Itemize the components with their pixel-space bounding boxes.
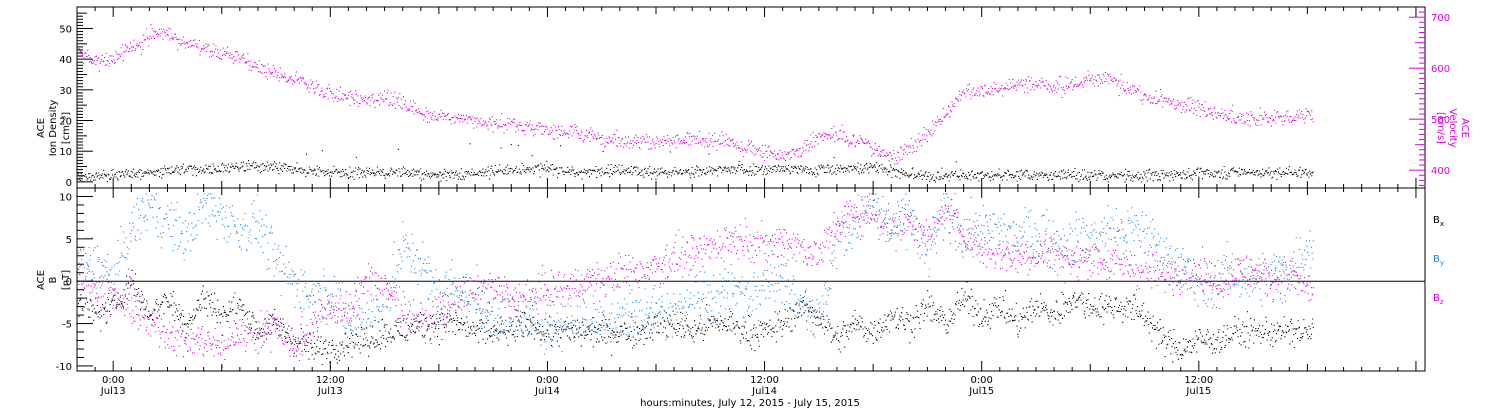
field-axis-ticks: -10 -5 0 5 10 bbox=[56, 192, 93, 373]
day-tick-label: Jul14 bbox=[751, 386, 777, 397]
time-tick-label: 12:00 bbox=[316, 375, 345, 386]
time-tick-label: 0:00 bbox=[970, 375, 992, 386]
field-axis-label-1: ACE bbox=[36, 270, 47, 290]
density-axis-label-2: Ion Density bbox=[48, 100, 59, 157]
density-tick-label: 50 bbox=[59, 24, 72, 35]
field-points-bz bbox=[77, 196, 1314, 368]
time-tick-label: 0:00 bbox=[102, 375, 124, 386]
day-tick-label: Jul13 bbox=[100, 386, 126, 397]
time-axis: 0:00Jul1312:00Jul130:00Jul1412:00Jul140:… bbox=[76, 7, 1417, 397]
field-axis-label-3: [nT] bbox=[61, 270, 72, 290]
velocity-tick-label: 400 bbox=[1431, 166, 1450, 177]
field-tick-label: -10 bbox=[56, 362, 72, 373]
density-axis-label-1: ACE bbox=[36, 118, 47, 138]
density-axis-label-3: [cm⁻³] bbox=[61, 112, 72, 144]
velocity-axis-label-1: ACE bbox=[1459, 118, 1470, 138]
field-points-by bbox=[77, 193, 1314, 355]
velocity-points bbox=[77, 24, 1314, 165]
velocity-axis-ticks: 400 500 600 700 bbox=[1409, 11, 1450, 186]
time-tick-label: 12:00 bbox=[750, 375, 779, 386]
plasma-panel-frame bbox=[76, 6, 1426, 189]
field-tick-label: -5 bbox=[62, 320, 72, 331]
time-tick-label: 0:00 bbox=[536, 375, 558, 386]
field-tick-label: 10 bbox=[59, 192, 72, 203]
velocity-tick-label: 600 bbox=[1431, 64, 1450, 75]
day-tick-label: Jul13 bbox=[317, 386, 343, 397]
density-tick-label: 40 bbox=[59, 55, 72, 66]
field-data-points bbox=[77, 193, 1314, 368]
legend-by: By bbox=[1433, 254, 1444, 267]
day-tick-label: Jul15 bbox=[1185, 386, 1211, 397]
time-axis-title: hours:minutes, July 12, 2015 - July 15, … bbox=[640, 398, 860, 409]
field-tick-label: 5 bbox=[66, 235, 72, 246]
field-tick-label: 0 bbox=[66, 277, 72, 288]
field-points-bx bbox=[77, 269, 1314, 368]
velocity-axis-label-3: [km/s] bbox=[1435, 112, 1446, 144]
velocity-tick-label: 700 bbox=[1431, 13, 1450, 24]
plasma-panel: 0 10 20 30 40 50 400 500 600 700 ACE Ion Density… bbox=[36, 6, 1470, 189]
magnetic-field-panel: -10 -5 0 5 10 ACE B [nT] Bx By Bz bbox=[36, 187, 1444, 373]
density-tick-label: 20 bbox=[59, 117, 72, 128]
density-axis-ticks: 0 10 20 30 40 50 bbox=[59, 12, 93, 189]
legend-bz: Bz bbox=[1433, 293, 1444, 306]
density-tick-label: 30 bbox=[59, 86, 72, 97]
legend-bx: Bx bbox=[1433, 215, 1444, 228]
field-legend: Bx By Bz bbox=[1433, 215, 1444, 306]
field-axis-label-2: B bbox=[48, 276, 59, 283]
density-points bbox=[77, 142, 1314, 183]
day-tick-label: Jul15 bbox=[968, 386, 994, 397]
density-tick-label: 0 bbox=[66, 178, 72, 189]
time-tick-label: 12:00 bbox=[1184, 375, 1213, 386]
density-tick-label: 10 bbox=[59, 147, 72, 158]
velocity-tick-label: 500 bbox=[1431, 115, 1450, 126]
velocity-axis-label-2: Velocity bbox=[1447, 108, 1458, 147]
plasma-data-points bbox=[77, 24, 1314, 183]
magnetic-field-panel-frame bbox=[76, 187, 1426, 372]
day-tick-label: Jul14 bbox=[534, 386, 560, 397]
